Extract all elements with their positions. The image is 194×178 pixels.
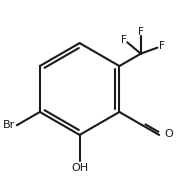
Text: Br: Br xyxy=(3,120,16,130)
Text: O: O xyxy=(164,129,173,138)
Text: F: F xyxy=(121,35,127,45)
Text: F: F xyxy=(159,41,165,51)
Text: OH: OH xyxy=(71,163,88,173)
Text: F: F xyxy=(138,27,144,38)
